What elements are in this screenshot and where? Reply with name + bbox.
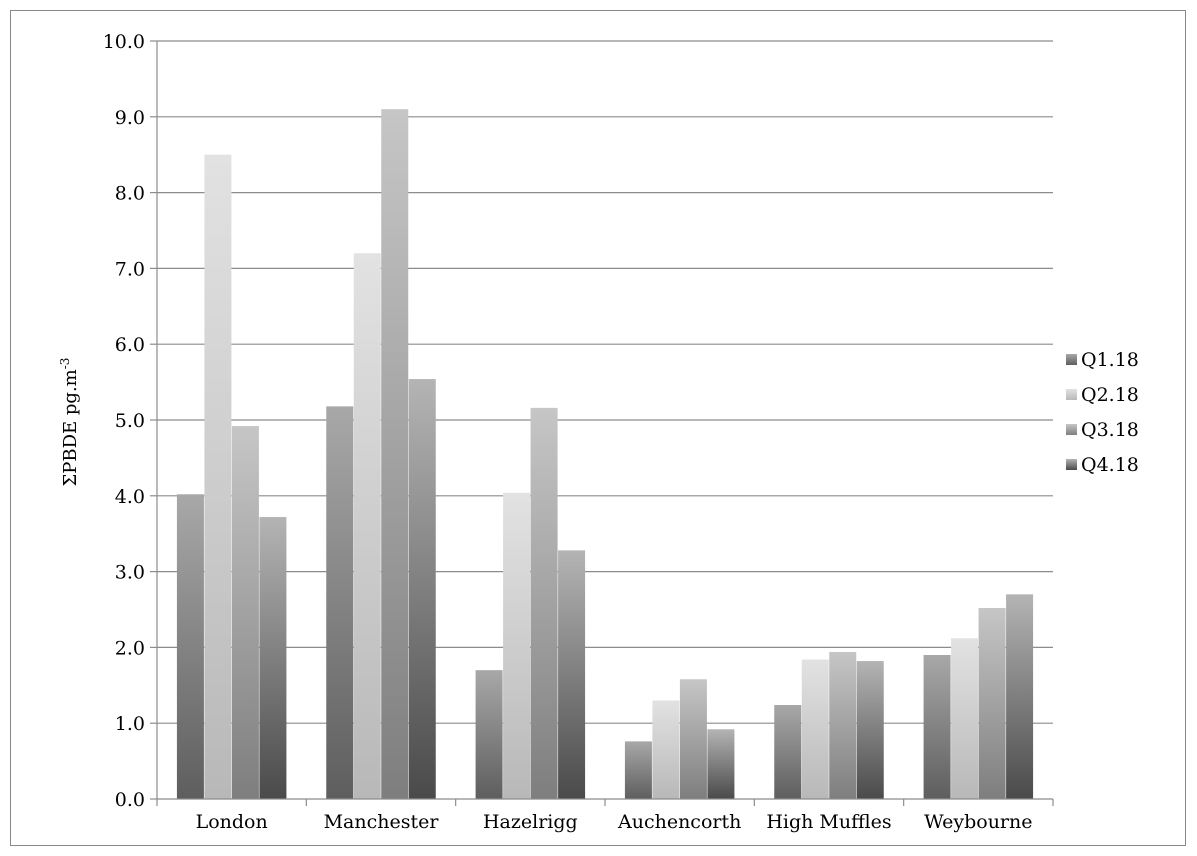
bar-weybourne-q4.18 <box>1006 594 1034 799</box>
bar-auchencorth-q4.18 <box>707 729 735 799</box>
x-tick-label: High Muffles <box>766 811 891 833</box>
bar-weybourne-q1.18 <box>923 654 951 799</box>
bar-manchester-q4.18 <box>408 379 436 799</box>
legend-label: Q4.18 <box>1081 454 1139 476</box>
legend-swatch <box>1066 459 1077 470</box>
legend-label: Q2.18 <box>1081 384 1139 406</box>
legend-swatch <box>1066 354 1077 365</box>
bar-auchencorth-q2.18 <box>652 700 680 799</box>
bar-high-muffles-q3.18 <box>829 651 857 799</box>
bar-high-muffles-q4.18 <box>856 661 884 799</box>
y-tick-label: 10.0 <box>103 31 145 53</box>
y-tick-label: 5.0 <box>115 410 145 432</box>
bar-london-q2.18 <box>204 154 232 799</box>
legend-label: Q3.18 <box>1081 419 1139 441</box>
y-axis-label: ΣPBDE pg.m-3 <box>58 358 81 487</box>
bar-high-muffles-q2.18 <box>801 659 829 799</box>
bar-manchester-q2.18 <box>353 253 381 800</box>
x-tick-label: London <box>196 811 268 833</box>
x-tick-label: Hazelrigg <box>483 811 578 833</box>
legend-swatch <box>1066 389 1077 400</box>
x-axis-labels: London Manchester Hazelrigg Auchencorth High… <box>196 811 1033 833</box>
bar-london-q1.18 <box>176 494 204 799</box>
y-tick-label: 1.0 <box>115 713 145 735</box>
bar-hazelrigg-q1.18 <box>475 670 503 799</box>
bar-hazelrigg-q4.18 <box>558 550 586 799</box>
bars <box>176 109 1034 800</box>
y-tick-label: 0.0 <box>115 789 145 811</box>
bar-london-q4.18 <box>259 517 287 799</box>
bar-weybourne-q2.18 <box>951 638 979 799</box>
bar-hazelrigg-q3.18 <box>530 407 558 799</box>
y-tick-label: 8.0 <box>115 183 145 205</box>
bar-weybourne-q3.18 <box>978 607 1006 799</box>
grid-lines <box>157 40 1053 724</box>
axes <box>156 41 1054 806</box>
x-tick-label: Weybourne <box>924 811 1032 833</box>
x-tick-label: Manchester <box>324 811 440 833</box>
y-tick-label: 3.0 <box>115 562 145 584</box>
bar-auchencorth-q1.18 <box>624 741 652 799</box>
y-axis-ticks: 0.0 1.0 2.0 3.0 4.0 5.0 6.0 7.0 8.0 9.0 10.0 <box>103 31 157 811</box>
legend: Q1.18 Q2.18 Q3.18 Q4.18 <box>1066 349 1139 476</box>
y-tick-label: 2.0 <box>115 637 145 659</box>
y-tick-label: 4.0 <box>115 486 145 508</box>
y-tick-label: 7.0 <box>115 258 145 280</box>
y-tick-label: 6.0 <box>115 334 145 356</box>
y-tick-label: 9.0 <box>115 107 145 129</box>
legend-label: Q1.18 <box>1081 349 1139 371</box>
bar-london-q3.18 <box>231 426 259 799</box>
bar-auchencorth-q3.18 <box>679 679 707 799</box>
x-tick-label: Auchencorth <box>617 811 741 833</box>
bar-manchester-q3.18 <box>381 109 409 800</box>
bar-hazelrigg-q2.18 <box>503 492 531 799</box>
bar-manchester-q1.18 <box>326 406 354 799</box>
legend-swatch <box>1066 424 1077 435</box>
bar-high-muffles-q1.18 <box>774 705 802 799</box>
